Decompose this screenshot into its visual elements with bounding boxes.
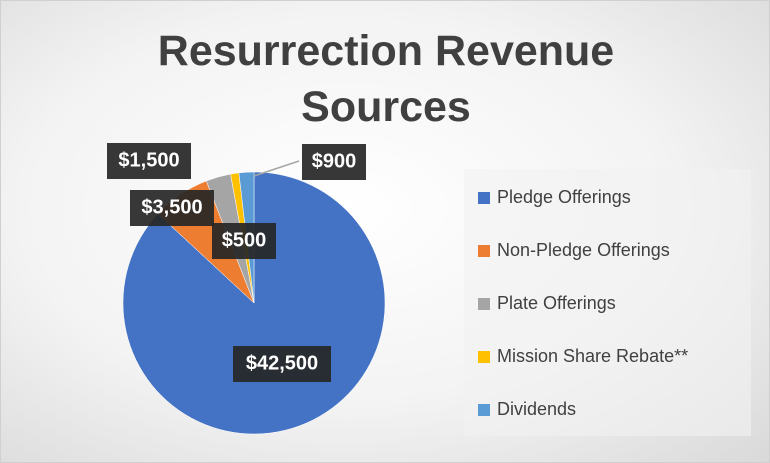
data-label: $3,500 bbox=[141, 196, 202, 218]
legend-label: Pledge Offerings bbox=[497, 187, 631, 207]
legend-swatch bbox=[478, 404, 490, 416]
legend-swatch bbox=[478, 298, 490, 310]
data-label-box bbox=[233, 346, 331, 382]
data-label-box bbox=[107, 143, 191, 179]
data-label: $900 bbox=[312, 150, 357, 172]
data-label: $42,500 bbox=[246, 352, 318, 374]
leader-line bbox=[253, 160, 300, 177]
legend-box bbox=[464, 169, 751, 436]
data-label-box bbox=[130, 190, 214, 226]
legend-label: Mission Share Rebate** bbox=[497, 346, 688, 366]
legend-label: Non-Pledge Offerings bbox=[497, 240, 670, 260]
data-label-box bbox=[212, 223, 276, 259]
data-label: $500 bbox=[222, 229, 267, 251]
legend-swatch bbox=[478, 192, 490, 204]
data-label: $1,500 bbox=[118, 149, 179, 171]
legend-label: Plate Offerings bbox=[497, 293, 616, 313]
legend-swatch bbox=[478, 245, 490, 257]
data-label-box bbox=[302, 144, 366, 180]
legend-label: Dividends bbox=[497, 399, 576, 419]
chart-title: Resurrection Revenue Sources bbox=[157, 27, 615, 131]
legend-swatch bbox=[478, 351, 490, 363]
